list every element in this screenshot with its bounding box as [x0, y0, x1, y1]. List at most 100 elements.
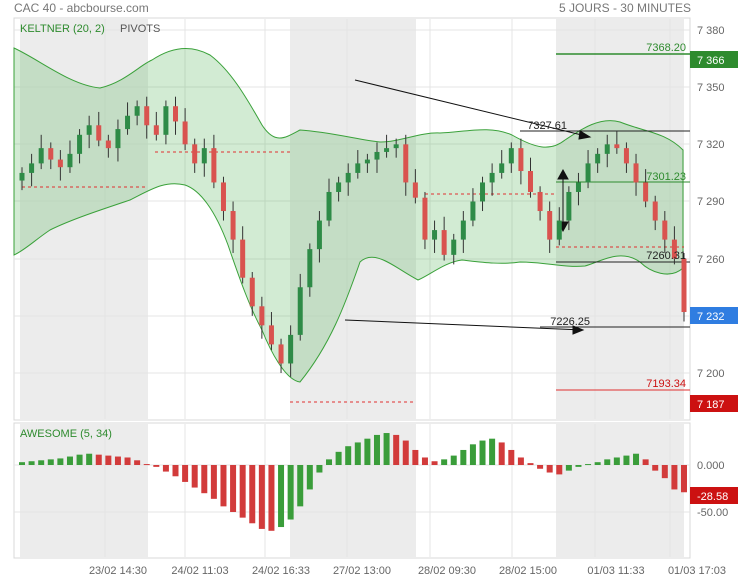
- candle-down: [57, 159, 63, 168]
- trend-line: [344, 319, 584, 331]
- candle-down: [537, 191, 543, 212]
- ao-bar: [373, 434, 380, 465]
- candle-down: [173, 106, 179, 122]
- candle-down: [527, 171, 533, 192]
- candle-up: [489, 172, 495, 183]
- candle-down: [518, 148, 524, 172]
- ao-bar: [47, 459, 54, 465]
- candle-up: [364, 159, 370, 164]
- ao-bar: [402, 440, 409, 465]
- day-shade: [556, 19, 684, 419]
- ao-bar: [489, 438, 496, 465]
- ao-bar: [287, 465, 294, 520]
- ao-bar: [642, 459, 649, 465]
- ao-bar: [124, 457, 131, 465]
- candle-up: [29, 163, 35, 173]
- x-tick-label: 01/03 11:33: [587, 565, 644, 577]
- candle-down: [623, 148, 629, 164]
- ao-bar: [239, 465, 246, 518]
- osc-y-tick-label: 0.000: [697, 460, 725, 472]
- arrow-head: [557, 168, 569, 180]
- grid: [14, 19, 690, 557]
- ao-bar: [201, 465, 208, 494]
- ao-bar: [316, 465, 323, 473]
- chart-source-title: CAC 40 - abcbourse.com: [14, 1, 149, 15]
- candle-up: [566, 191, 572, 221]
- candle-up: [326, 191, 332, 221]
- ao-bar: [182, 465, 189, 482]
- awesome-oscillator-bars: [19, 433, 687, 531]
- candle-down: [240, 239, 246, 278]
- ao-bar: [623, 455, 630, 465]
- candle-down: [441, 230, 447, 255]
- candle-down: [403, 144, 409, 183]
- ao-bar: [537, 465, 544, 469]
- candle-down: [422, 197, 428, 240]
- candle-down: [249, 277, 255, 307]
- ao-bar: [633, 453, 640, 465]
- candle-up: [163, 106, 169, 135]
- y-tick-label: 7 380: [697, 25, 725, 37]
- candle-down: [268, 325, 274, 345]
- arrow-head: [572, 325, 585, 335]
- awesome-legend: AWESOME (5, 34): [20, 428, 112, 440]
- candle-up: [336, 182, 342, 192]
- ao-bar: [556, 465, 563, 475]
- candle-down: [652, 201, 658, 221]
- ao-bar: [153, 465, 160, 467]
- candle-up: [508, 148, 514, 164]
- level-label: 7260.31: [646, 250, 686, 262]
- candle-up: [355, 163, 361, 173]
- ao-bar: [38, 460, 45, 465]
- candle-down: [278, 344, 284, 364]
- candle-up: [470, 201, 476, 221]
- candle-down: [144, 106, 150, 126]
- y-tick-label: 7 350: [697, 82, 725, 94]
- day-shading: [20, 19, 684, 557]
- ao-bar: [393, 434, 400, 465]
- ao-bar: [421, 457, 428, 465]
- osc-y-tick-label: -50.00: [697, 507, 728, 519]
- candle-down: [671, 239, 677, 259]
- ao-bar: [230, 465, 237, 512]
- x-tick-label: 24/02 11:03: [171, 565, 228, 577]
- candle-up: [585, 163, 591, 183]
- candle-down: [633, 163, 639, 183]
- candle-up: [451, 239, 457, 255]
- keltner-band: [13, 47, 684, 383]
- candle-up: [604, 144, 610, 154]
- ao-bar: [86, 453, 93, 465]
- ao-bar: [508, 449, 515, 465]
- candle-down: [220, 182, 226, 212]
- candle-up: [86, 125, 92, 135]
- ao-bar: [450, 455, 457, 465]
- ao-bar: [76, 454, 83, 465]
- keltner-legend: KELTNER (20, 2): [20, 23, 105, 35]
- ao-bar: [268, 465, 275, 531]
- day-shade: [290, 19, 416, 419]
- candle-up: [125, 115, 131, 130]
- candle-down: [681, 258, 687, 313]
- ao-bar: [172, 465, 179, 477]
- ao-bar: [604, 459, 611, 465]
- x-tick-label: 28/02 09:30: [418, 565, 476, 577]
- y-tick-label: 7 260: [697, 254, 725, 266]
- x-tick-label: 23/02 14:30: [89, 565, 147, 577]
- level-label: 7226.25: [550, 316, 590, 328]
- ao-bar: [441, 459, 448, 465]
- candle-up: [297, 287, 303, 335]
- candle-down: [614, 144, 620, 149]
- y-tick-label: 7 320: [697, 139, 725, 151]
- level-label: 7301.23: [646, 171, 686, 183]
- ao-bar: [220, 465, 227, 507]
- ao-bar: [345, 446, 352, 465]
- ao-bar: [134, 460, 141, 465]
- candle-up: [307, 249, 313, 288]
- ao-bar: [335, 451, 342, 465]
- ao-bar: [613, 457, 620, 465]
- ao-bar: [479, 440, 486, 465]
- ao-bar: [431, 461, 438, 465]
- x-tick-label: 27/02 13:00: [333, 565, 391, 577]
- ao-bar: [575, 465, 582, 467]
